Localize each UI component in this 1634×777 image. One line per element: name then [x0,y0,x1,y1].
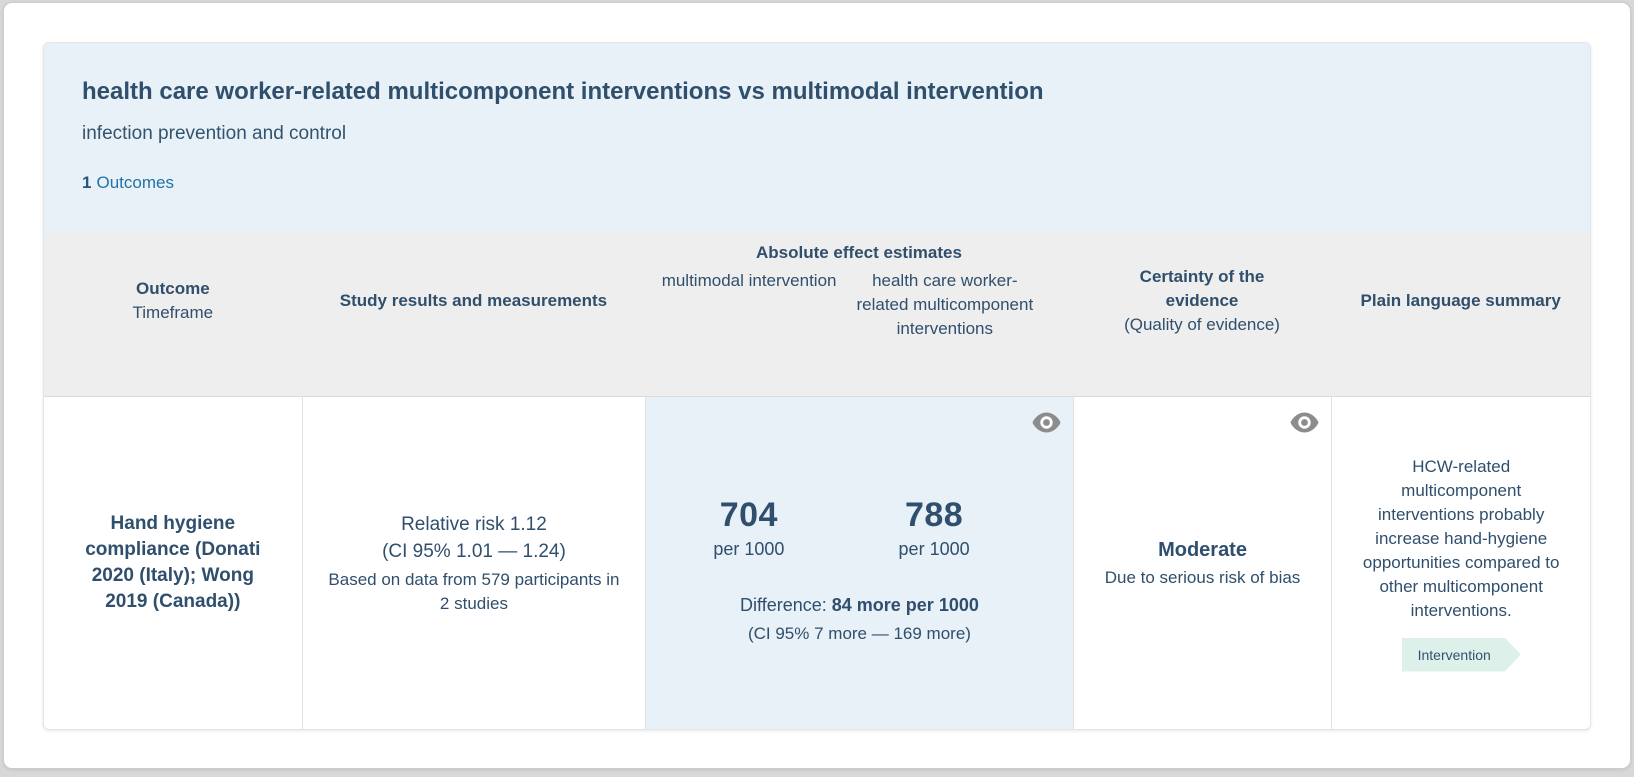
certainty-header-label: Certainty of the evidence [1139,266,1265,310]
difference-label: Difference: [740,594,832,615]
difference-value: 84 more per 1000 [831,594,979,615]
comparator-arm-header: multimodal intervention [661,271,837,290]
timeframe-label: Timeframe [132,302,214,322]
absolute-effects-group-header: Absolute effect estimates [755,243,962,262]
arm-subheader-row: multimodal intervention health care work… [645,269,1072,341]
certainty-column-header: Certainty of the evidence (Quality of ev… [1073,231,1332,396]
plain-language-column-header: Plain language summary [1331,231,1590,396]
study-results-column-header: Study results and measurements [302,231,646,396]
based-on-data-text: Based on data from 579 participants in 2… [328,569,620,613]
comparison-subtitle: infection prevention and control [82,123,347,144]
intervention-tag: Intervention [1402,638,1521,672]
outcome-row: Hand hygiene compliance (Donati 2020 (It… [44,397,1590,729]
effect-values-row: 704 per 1000 788 per 1000 [646,496,1072,561]
comparator-effect: 704 per 1000 [656,496,841,561]
comparator-value: 704 [719,495,778,534]
study-results-cell: Relative risk 1.12 (CI 95% 1.01 — 1.24) … [301,397,646,729]
intervention-arm-header: health care worker-related multicomponen… [856,271,1034,338]
comparison-card: health care worker-related multicomponen… [43,42,1591,730]
intervention-effect: 788 per 1000 [841,496,1026,561]
outcomes-count: 1 [82,173,92,192]
relative-risk-text: Relative risk 1.12 [401,513,547,535]
outcomes-label: Outcomes [96,173,174,192]
plain-language-cell: HCW-related multicomponent interventions… [1331,397,1590,729]
study-results-header-label: Study results and measurements [339,290,608,310]
comparison-title: health care worker-related multicomponen… [82,78,1044,105]
comparator-unit: per 1000 [713,538,785,559]
outcomes-link[interactable]: 1 Outcomes [82,173,1552,193]
absolute-effects-column-header: Absolute effect estimates multimodal int… [645,231,1072,396]
certainty-cell: Moderate Due to serious risk of bias [1072,397,1332,729]
outcome-cell: Hand hygiene compliance (Donati 2020 (It… [44,397,302,729]
difference-ci-text: (CI 95% 7 more — 169 more) [747,623,971,643]
outcome-column-header: Outcome Timeframe [44,231,302,396]
confidence-interval-text: (CI 95% 1.01 — 1.24) [382,540,566,562]
intervention-unit: per 1000 [898,538,970,559]
plain-language-text: HCW-related multicomponent interventions… [1362,456,1560,620]
absolute-effects-cell: 704 per 1000 788 per 1000 Difference: 84… [645,397,1073,729]
outcome-name: Hand hygiene compliance (Donati 2020 (It… [85,513,261,612]
eye-icon[interactable] [1290,412,1319,433]
card-header: health care worker-related multicomponen… [44,43,1590,231]
plain-language-header-label: Plain language summary [1360,290,1561,310]
difference-text: Difference: 84 more per 1000 [740,593,979,617]
results-table-header: Outcome Timeframe Study results and meas… [44,231,1590,397]
intervention-value: 788 [904,495,964,534]
certainty-level: Moderate [1158,539,1247,561]
page: health care worker-related multicomponen… [3,2,1631,769]
eye-icon[interactable] [1032,412,1061,433]
outcome-header-label: Outcome [135,278,210,298]
quality-of-evidence-subtitle: (Quality of evidence) [1124,314,1280,334]
certainty-reason: Due to serious risk of bias [1104,568,1301,587]
